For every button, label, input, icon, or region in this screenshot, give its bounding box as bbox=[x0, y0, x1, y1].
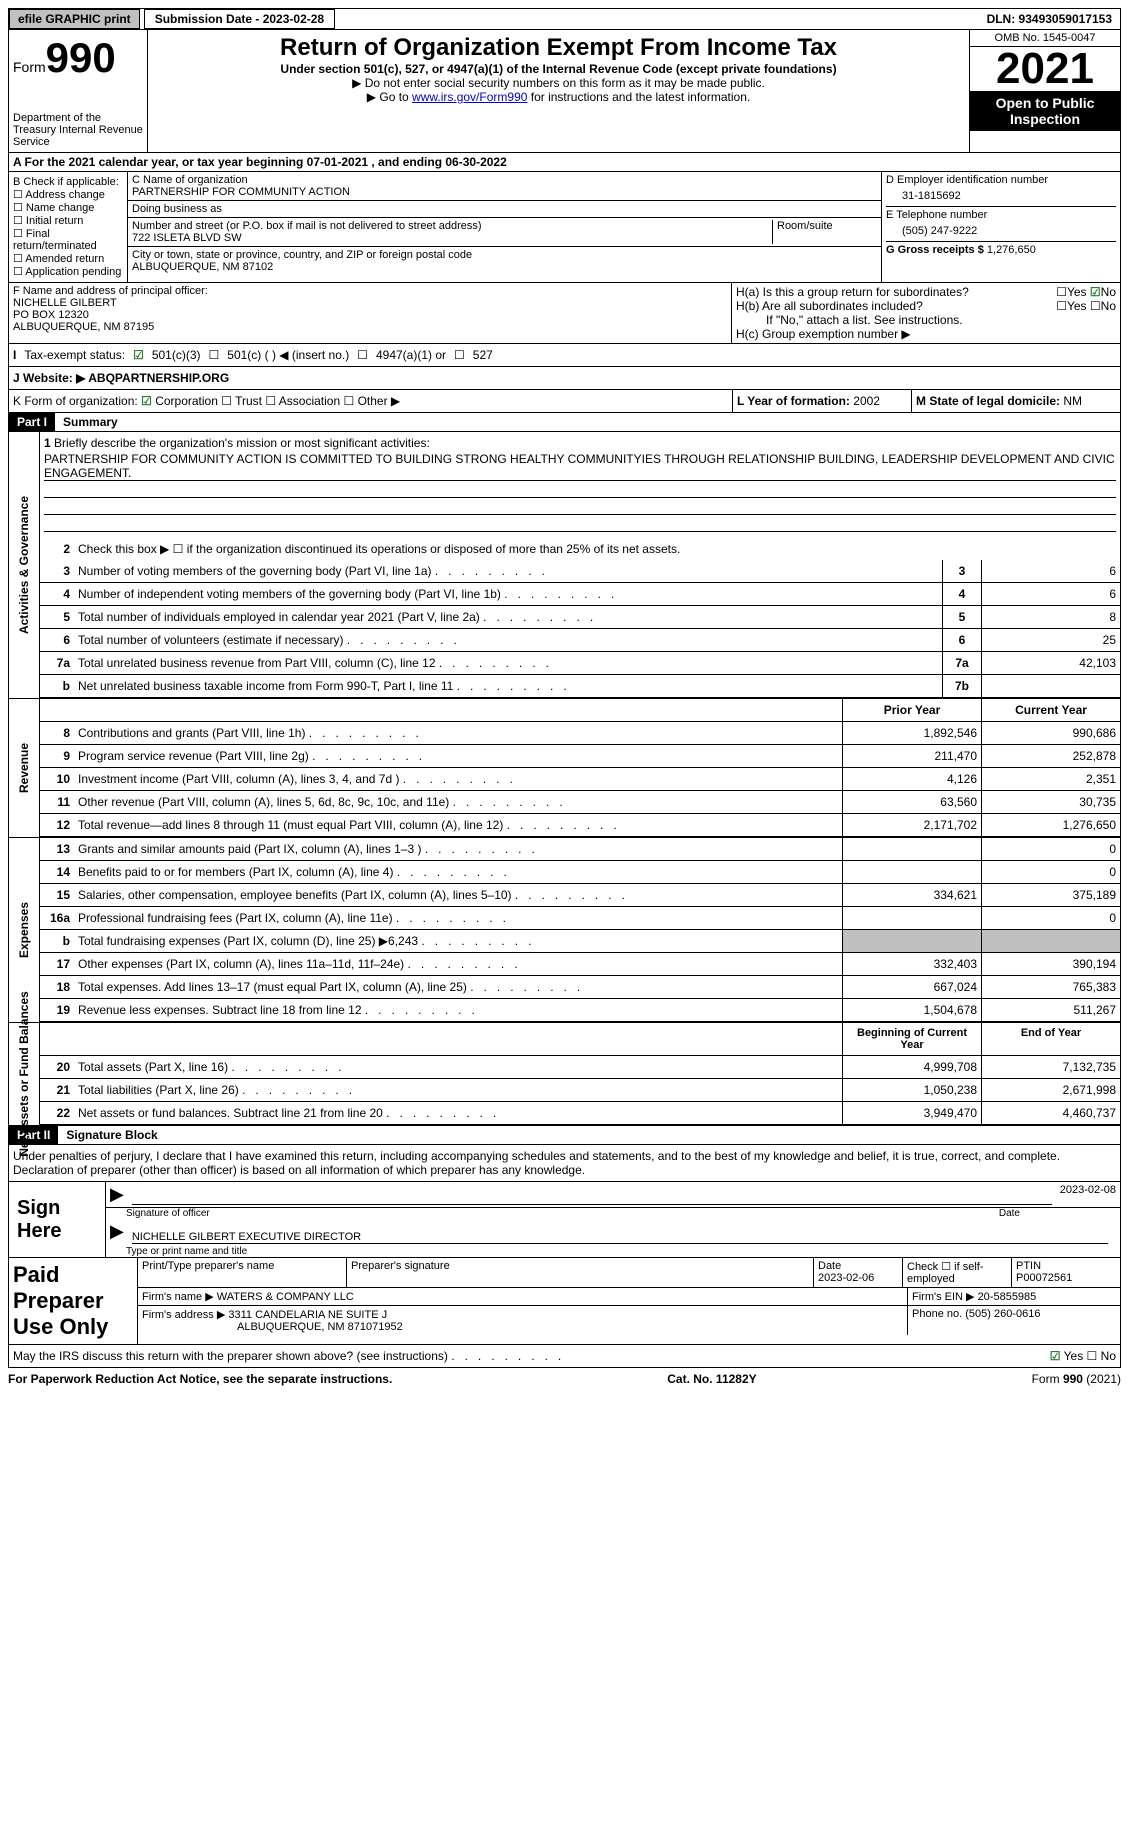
section-b-label: B Check if applicable: bbox=[13, 176, 123, 188]
side-expenses: Expenses bbox=[17, 902, 31, 958]
firm-ein: 20-5855985 bbox=[978, 1291, 1037, 1303]
checkbox-application-pending[interactable]: ☐ Application pending bbox=[13, 265, 123, 278]
form-number: 990 bbox=[46, 34, 116, 81]
footer-left: For Paperwork Reduction Act Notice, see … bbox=[8, 1372, 392, 1386]
part1-title: Summary bbox=[55, 415, 118, 429]
officer-addr2: ALBUQUERQUE, NM 87195 bbox=[13, 321, 727, 333]
prep-date: 2023-02-06 bbox=[818, 1272, 874, 1284]
gross-receipts: 1,276,650 bbox=[987, 244, 1036, 256]
section-a: A For the 2021 calendar year, or tax yea… bbox=[8, 153, 1121, 172]
d-ein-label: D Employer identification number bbox=[886, 174, 1116, 186]
efile-print-button[interactable]: efile GRAPHIC print bbox=[9, 9, 140, 29]
hc-label: H(c) Group exemption number ▶ bbox=[736, 327, 1116, 341]
state-domicile: NM bbox=[1063, 394, 1082, 408]
sign-here-label: Sign Here bbox=[9, 1182, 106, 1257]
c-name-label: C Name of organization bbox=[132, 174, 877, 186]
year-formation: 2002 bbox=[853, 394, 880, 408]
hb-note: If "No," attach a list. See instructions… bbox=[736, 313, 1116, 327]
dept-label: Department of the Treasury Internal Reve… bbox=[13, 112, 143, 148]
form-note-1: ▶ Do not enter social security numbers o… bbox=[152, 76, 965, 90]
footer-mid: Cat. No. 11282Y bbox=[667, 1372, 756, 1386]
firm-phone: (505) 260-0616 bbox=[965, 1308, 1040, 1320]
checkbox-address-change[interactable]: ☐ Address change bbox=[13, 188, 123, 201]
form-note-2: ▶ Go to www.irs.gov/Form990 for instruct… bbox=[152, 90, 965, 104]
form-subtitle: Under section 501(c), 527, or 4947(a)(1)… bbox=[152, 62, 965, 76]
room-label: Room/suite bbox=[772, 220, 877, 244]
addr-label: Number and street (or P.O. box if mail i… bbox=[132, 220, 772, 232]
irs-link[interactable]: www.irs.gov/Form990 bbox=[412, 90, 527, 104]
q2-text: Check this box ▶ ☐ if the organization d… bbox=[74, 538, 1120, 560]
side-net: Net Assets or Fund Balances bbox=[17, 991, 31, 1157]
hb-label: H(b) Are all subordinates included? bbox=[736, 299, 923, 313]
q1-text: Briefly describe the organization's miss… bbox=[54, 436, 430, 450]
side-activities: Activities & Governance bbox=[17, 496, 31, 634]
prior-year-hdr: Prior Year bbox=[842, 699, 981, 721]
part2-title: Signature Block bbox=[58, 1128, 157, 1142]
open-to-public: Open to Public Inspection bbox=[970, 91, 1120, 131]
e-phone-label: E Telephone number bbox=[886, 209, 1116, 221]
firm-addr1: 3311 CANDELARIA NE SUITE J bbox=[228, 1309, 387, 1321]
firm-name: WATERS & COMPANY LLC bbox=[217, 1291, 354, 1303]
tax-year: 2021 bbox=[970, 47, 1120, 91]
website: ABQPARTNERSHIP.ORG bbox=[88, 371, 229, 385]
checkbox-initial-return[interactable]: ☐ Initial return bbox=[13, 214, 123, 227]
officer-signature-name: NICHELLE GILBERT EXECUTIVE DIRECTOR bbox=[132, 1221, 1108, 1244]
i-label: Tax-exempt status: bbox=[24, 348, 125, 362]
phone-value: (505) 247-9222 bbox=[886, 221, 1116, 237]
part1-label: Part I bbox=[9, 413, 55, 431]
ha-label: H(a) Is this a group return for subordin… bbox=[736, 285, 969, 299]
checkbox-final-return-terminated[interactable]: ☐ Final return/terminated bbox=[13, 227, 123, 252]
firm-addr2: ALBUQUERQUE, NM 871071952 bbox=[142, 1321, 403, 1333]
current-year-hdr: Current Year bbox=[981, 699, 1120, 721]
j-label: Website: ▶ bbox=[23, 371, 85, 385]
city-label: City or town, state or province, country… bbox=[132, 249, 877, 261]
org-name: PARTNERSHIP FOR COMMUNITY ACTION bbox=[132, 186, 877, 198]
form-label: Form bbox=[13, 59, 46, 75]
street-address: 722 ISLETA BLVD SW bbox=[132, 232, 772, 244]
officer-addr1: PO BOX 12320 bbox=[13, 309, 727, 321]
k-label: K Form of organization: bbox=[13, 394, 138, 408]
footer-right: Form 990 (2021) bbox=[1032, 1372, 1121, 1386]
side-revenue: Revenue bbox=[17, 743, 31, 793]
signature-penalty: Under penalties of perjury, I declare th… bbox=[8, 1145, 1121, 1182]
mission-text: PARTNERSHIP FOR COMMUNITY ACTION IS COMM… bbox=[44, 452, 1116, 481]
form-title: Return of Organization Exempt From Incom… bbox=[152, 34, 965, 62]
g-receipts-label: G Gross receipts $ bbox=[886, 244, 984, 256]
city-value: ALBUQUERQUE, NM 87102 bbox=[132, 261, 877, 273]
submission-date: Submission Date - 2023-02-28 bbox=[144, 9, 335, 29]
ptin: P00072561 bbox=[1016, 1272, 1072, 1284]
paid-preparer-label: Paid Preparer Use Only bbox=[9, 1258, 138, 1344]
f-officer-label: F Name and address of principal officer: bbox=[13, 285, 727, 297]
dba-label: Doing business as bbox=[132, 203, 877, 215]
dln: DLN: 93493059017153 bbox=[979, 10, 1120, 28]
sign-date: 2023-02-08 bbox=[1060, 1184, 1116, 1205]
discuss-question: May the IRS discuss this return with the… bbox=[13, 1349, 561, 1363]
checkbox-name-change[interactable]: ☐ Name change bbox=[13, 201, 123, 214]
checkbox-amended-return[interactable]: ☐ Amended return bbox=[13, 252, 123, 265]
ein-value: 31-1815692 bbox=[886, 186, 1116, 202]
officer-name: NICHELLE GILBERT bbox=[13, 297, 727, 309]
